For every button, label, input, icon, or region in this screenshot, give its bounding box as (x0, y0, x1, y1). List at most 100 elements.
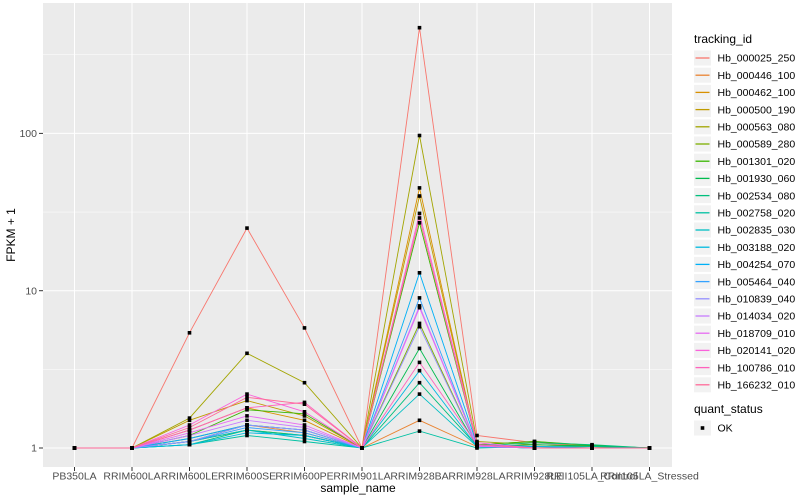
x-tick-label: RRIM600LE (161, 471, 218, 483)
data-point (417, 216, 422, 220)
data-point (417, 305, 422, 310)
x-tick-label: RRIM600LA (103, 471, 160, 483)
data-point (475, 440, 479, 445)
data-point (302, 433, 307, 438)
data-point (417, 25, 422, 30)
data-point (417, 186, 422, 190)
x-tick-label: RRIM928BA (390, 471, 448, 483)
data-point (417, 271, 422, 275)
data-point (245, 418, 249, 423)
y-tick-label: 100 (19, 128, 37, 140)
legend-label: Hb_001930_060 (718, 173, 796, 185)
data-point (245, 392, 249, 396)
legend-label: Hb_001301_020 (718, 156, 796, 168)
legend-title: tracking_id (694, 32, 752, 46)
data-point (417, 346, 422, 351)
data-point (590, 442, 594, 447)
data-point (187, 418, 192, 423)
y-axis-title: FPKM + 1 (4, 208, 18, 262)
data-point (302, 418, 307, 423)
legend-label: Hb_002758_020 (718, 208, 796, 220)
data-point (187, 431, 192, 435)
data-point (245, 425, 249, 430)
x-axis-title: sample_name (320, 481, 396, 495)
x-tick-label: RRIM901LA (333, 471, 390, 483)
x-tick-label: RRIM928LA (448, 471, 505, 483)
x-tick-label: RRII105LA_Control (546, 471, 637, 483)
generated-plot-layer: 1 10 100 PB350LA RRIM600LA RRIM600LE RRIM600SE… (19, 3, 795, 483)
data-point (417, 221, 422, 225)
data-point (302, 428, 307, 432)
data-point (187, 416, 192, 420)
data-point (245, 428, 249, 432)
legend-label: Hb_166232_010 (718, 380, 796, 392)
x-tick-label: RRIM600SE (218, 471, 276, 483)
data-point (475, 433, 479, 438)
data-point (417, 392, 422, 396)
data-point (417, 211, 422, 216)
data-point (417, 324, 422, 329)
x-tick-label: RRII105LA_Stressed (600, 471, 699, 483)
legend-label: Hb_014034_020 (718, 311, 796, 323)
x-tick-label: PB350LA (52, 471, 96, 483)
data-point (417, 380, 422, 385)
legend-label: Hb_004254_070 (718, 259, 796, 271)
data-point (302, 380, 307, 385)
data-point (532, 440, 537, 445)
data-point (302, 439, 307, 444)
x-tick-label: RRIM600PE (275, 471, 333, 483)
data-point (187, 331, 192, 335)
y-tick-label: 10 (25, 285, 37, 297)
data-point (532, 446, 537, 450)
plot-panel (43, 3, 672, 467)
legend-label: Hb_000462_100 (718, 87, 796, 99)
data-point (187, 433, 192, 438)
data-point (417, 429, 422, 433)
data-point (302, 412, 307, 416)
data-point (475, 442, 479, 447)
data-point (302, 410, 307, 414)
data-point (417, 368, 422, 373)
legend-label: Hb_000446_100 (718, 70, 796, 82)
data-point (187, 442, 192, 447)
legend-label: Hb_003188_020 (718, 242, 796, 254)
data-point (360, 446, 364, 450)
data-point (417, 133, 422, 138)
data-point (302, 402, 307, 406)
legend-label: Hb_020141_020 (718, 345, 796, 357)
data-point (130, 446, 134, 450)
legend-label: Hb_000025_250 (718, 53, 796, 65)
data-point (245, 395, 249, 400)
quant-legend-marker (700, 426, 705, 430)
data-point (187, 425, 192, 430)
data-point (245, 423, 249, 427)
data-point (245, 351, 249, 356)
data-point (417, 194, 422, 198)
legend-label: Hb_000500_190 (718, 104, 796, 116)
data-point (245, 398, 249, 403)
data-point (72, 446, 77, 450)
quant-legend-title: quant_status (694, 402, 763, 416)
data-point (302, 326, 307, 330)
quant-legend-label: OK (718, 423, 733, 435)
data-point (302, 414, 307, 418)
legend-label: Hb_018709_010 (718, 328, 796, 340)
data-point (187, 428, 192, 432)
data-point (245, 406, 249, 410)
legend-label: Hb_000563_080 (718, 122, 796, 134)
data-point (532, 442, 537, 447)
data-point (245, 414, 249, 418)
data-point (245, 433, 249, 438)
legend-label: Hb_002835_030 (718, 225, 796, 237)
data-point (245, 408, 249, 412)
y-tick-label: 1 (31, 443, 37, 455)
data-point (187, 436, 192, 441)
data-point (417, 321, 422, 326)
data-point (302, 425, 307, 430)
data-point (647, 446, 652, 450)
legend-label: Hb_000589_280 (718, 139, 796, 151)
legend-label: Hb_005464_040 (718, 276, 796, 288)
data-point (302, 423, 307, 427)
